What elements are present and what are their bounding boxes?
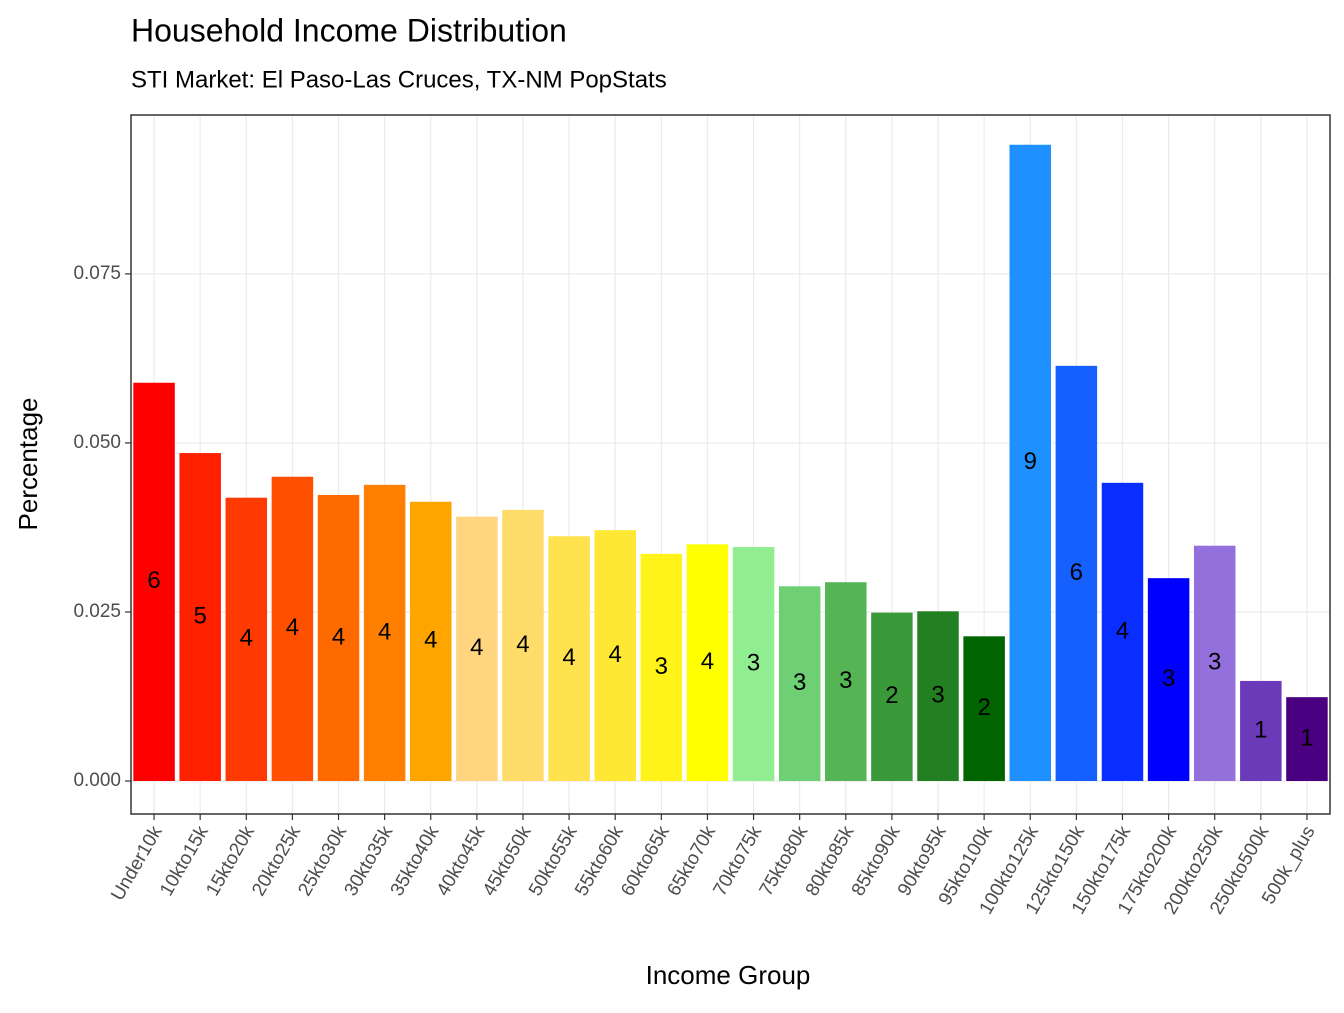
bar	[640, 553, 683, 782]
bar	[778, 586, 821, 782]
bar	[225, 497, 268, 782]
bar	[917, 611, 959, 782]
value-label: 4	[470, 634, 483, 661]
value-label: 3	[655, 653, 668, 680]
bar	[502, 509, 544, 782]
chart-subtitle: STI Market: El Paso-Las Cruces, TX-NM Po…	[131, 66, 667, 93]
bar	[871, 612, 913, 782]
bar	[825, 582, 867, 782]
value-label: 2	[885, 682, 898, 709]
y-tick-label: 0.050	[73, 432, 121, 453]
value-label: 6	[147, 567, 160, 594]
bar	[1240, 680, 1282, 782]
value-label: 3	[1162, 665, 1175, 692]
value-label: 1	[1254, 716, 1267, 743]
bar	[1286, 697, 1328, 782]
value-label: 5	[193, 602, 206, 629]
bar	[548, 536, 590, 782]
bar	[1101, 482, 1144, 782]
value-label: 4	[424, 627, 437, 654]
bar	[456, 516, 498, 782]
bar	[179, 453, 221, 782]
value-label: 4	[516, 631, 529, 658]
value-label: 3	[839, 667, 852, 694]
value-label: 3	[793, 669, 806, 696]
bar	[1055, 365, 1098, 782]
value-label: 4	[378, 618, 391, 645]
x-axis-label: Income Group	[646, 960, 811, 990]
value-label: 4	[332, 623, 345, 650]
y-tick-label: 0.000	[73, 770, 121, 791]
bar	[594, 530, 636, 782]
bar	[1193, 545, 1236, 782]
chart-title: Household Income Distribution	[131, 12, 567, 48]
bar	[963, 636, 1005, 782]
value-label: 1	[1300, 724, 1313, 751]
value-label: 4	[1116, 617, 1129, 644]
value-label: 6	[1070, 559, 1083, 586]
bar	[317, 494, 360, 782]
value-label: 4	[240, 625, 253, 652]
bar	[271, 476, 314, 782]
y-tick-label: 0.025	[73, 601, 121, 622]
value-label: 2	[977, 694, 990, 721]
panel-border	[130, 114, 1331, 815]
bar	[1009, 144, 1052, 782]
bar	[732, 547, 775, 782]
y-axis-label: Percentage	[13, 398, 43, 531]
value-label: 4	[286, 614, 299, 641]
bar	[363, 484, 406, 782]
bar	[1147, 578, 1190, 782]
value-label: 4	[562, 644, 575, 671]
bar	[133, 382, 175, 782]
y-tick-label: 0.075	[73, 263, 121, 284]
value-label: 4	[701, 648, 714, 675]
bar	[686, 544, 729, 782]
value-label: 3	[931, 681, 944, 708]
bar	[409, 501, 452, 782]
value-label: 3	[747, 649, 760, 676]
value-label: 3	[1208, 649, 1221, 676]
value-label: 4	[609, 641, 622, 668]
value-label: 9	[1024, 448, 1037, 475]
